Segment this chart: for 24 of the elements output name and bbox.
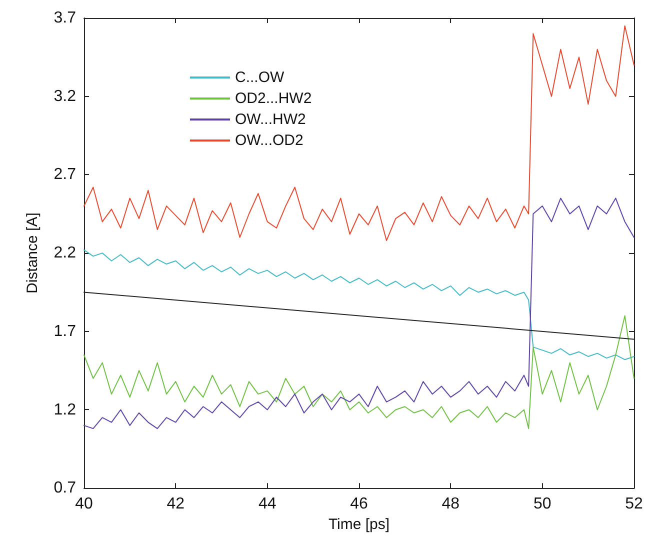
line-series [84,25,634,242]
y-tick-label: 0.7 [54,480,76,497]
line-series [84,198,634,430]
y-tick-label: 2.2 [54,244,76,262]
x-tick-label: 42 [166,496,185,513]
x-tick-label: 52 [625,496,643,513]
line-series [84,315,634,430]
x-tick-label: 44 [258,496,276,513]
x-tick-label: 40 [75,496,93,513]
y-tick-label: 2.7 [54,166,76,184]
x-tick-label: 48 [442,496,460,513]
legend-label: C...OW [235,69,285,86]
legend-label: OW...OD2 [235,132,304,149]
y-tick-label: 1.7 [54,322,76,340]
x-tick-label: 50 [533,496,552,513]
x-axis-title: Time [ps] [328,516,390,533]
legend-label: OD2...HW2 [235,90,312,107]
y-tick-label: 1.2 [54,401,76,418]
y-tick-label: 3.7 [54,10,76,26]
legend-label: OW...HW2 [235,111,306,128]
x-tick-label: 46 [350,496,368,513]
y-axis-title: Distance [A] [24,212,41,294]
y-tick-label: 3.2 [54,88,76,105]
line-series [84,249,634,360]
